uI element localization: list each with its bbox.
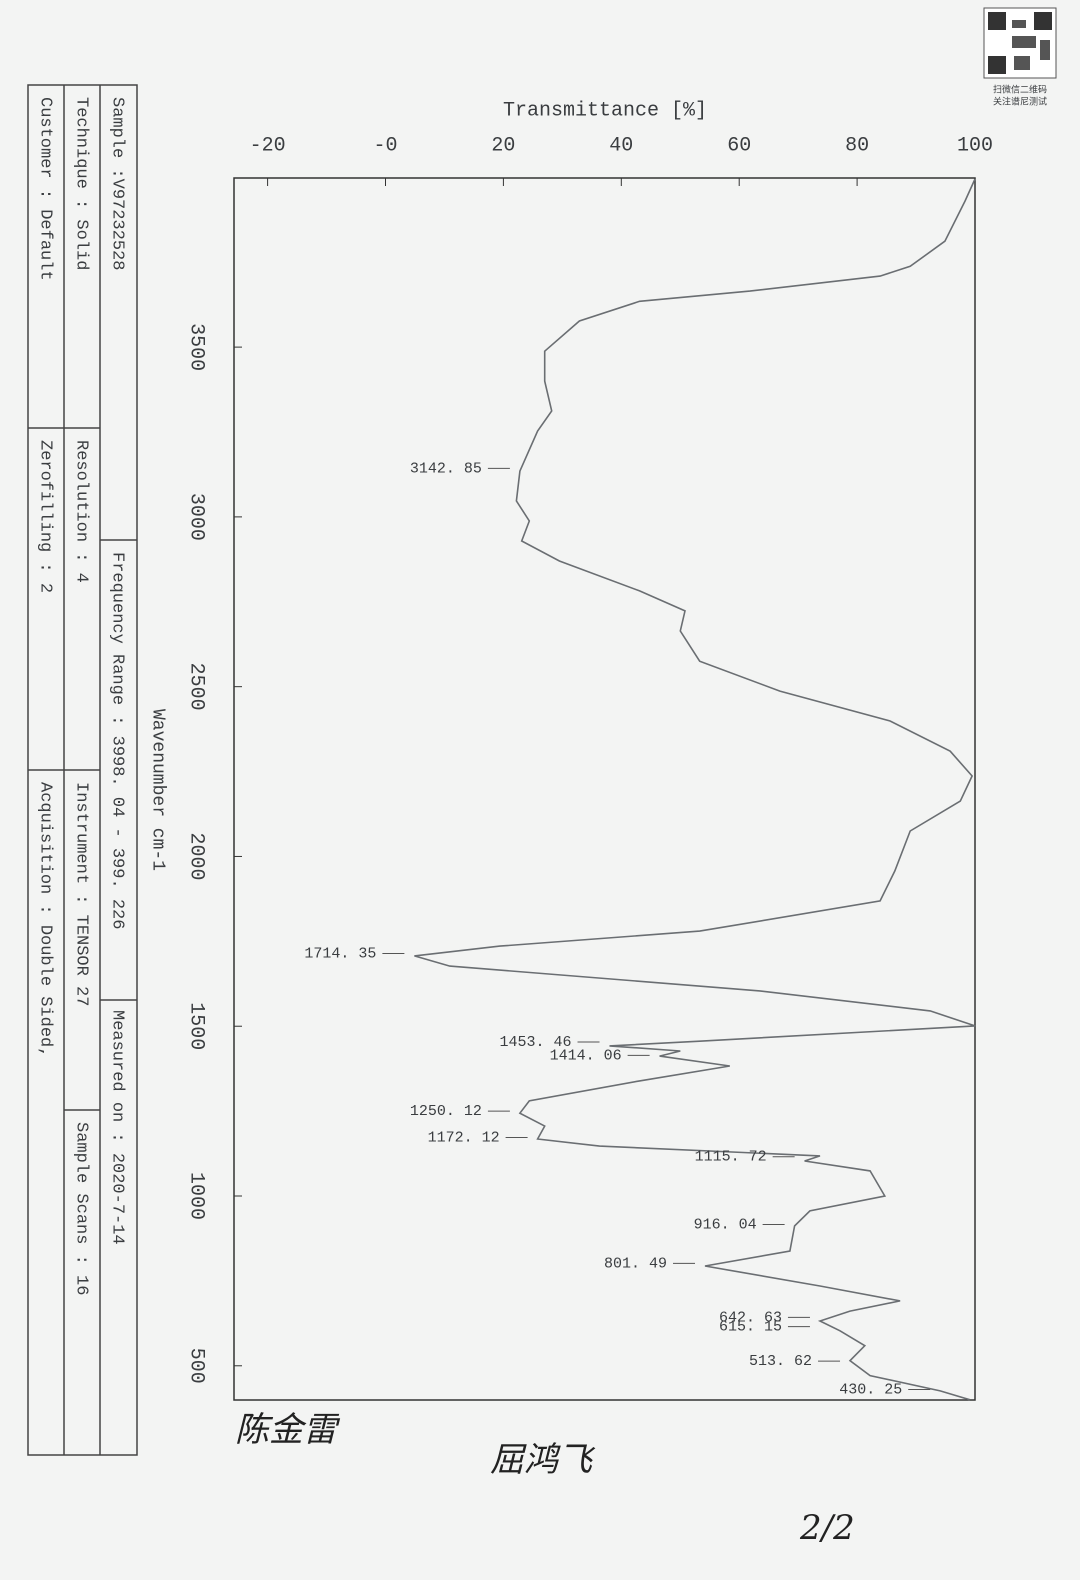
x-tick-label: 500 [185,1348,208,1384]
signature: 屈鸿飞 [490,1440,596,1480]
y-tick-label: 60 [727,134,751,157]
y-tick-label: 80 [845,134,869,157]
peak-label: 3142. 85 [410,460,482,477]
peak-label: 1172. 12 [428,1130,500,1147]
y-tick-label: 20 [491,134,515,157]
info-cell: Technique : Solid [72,97,91,270]
peak-label: 1115. 72 [695,1149,767,1166]
info-cell: Sample Scans : 16 [72,1122,91,1295]
qr-code [983,7,1057,79]
y-tick-label: -0 [373,134,397,157]
peak-label: 430. 25 [839,1381,902,1398]
info-cell: Customer : Default [36,97,55,281]
info-table [27,84,138,1456]
x-axis-title: Wavenumber cm-1 [147,709,167,871]
qr-caption: 扫微信二维码 [993,84,1047,96]
info-cell: Instrument : TENSOR 27 [72,782,91,1006]
spectrum-line [414,178,976,1401]
y-tick-label: 40 [609,134,633,157]
peak-label: 642. 63 [719,1309,782,1326]
y-axis-title: Transmittance [%] [503,99,707,122]
y-tick-label: -20 [250,134,286,157]
plot-frame [233,177,976,1401]
info-cell: Frequency Range : 3998. 04 - 399. 226 [108,552,127,929]
peak-label: 615. 15 [719,1319,782,1336]
y-tick-label: 100 [957,134,993,157]
peak-label: 513. 62 [749,1353,812,1370]
peak-label: 1453. 46 [499,1034,571,1051]
info-cell: Measured on : 2020-7-14 [108,1010,127,1245]
x-tick-label: 2000 [185,832,208,880]
peak-label: 1250. 12 [410,1103,482,1120]
qr-caption: 关注谱尼测试 [993,96,1047,108]
peak-label: 1714. 35 [304,945,376,962]
signature: 陈金雷 [235,1410,341,1450]
x-tick-label: 1000 [185,1172,208,1220]
info-cell: Zerofilling : 2 [36,440,55,593]
peak-label: 916. 04 [694,1216,757,1233]
x-tick-label: 3000 [185,493,208,541]
info-cell: Resolution : 4 [72,440,91,583]
x-tick-label: 2500 [185,663,208,711]
x-tick-label: 3500 [185,323,208,371]
x-tick-label: 1500 [185,1002,208,1050]
page-number: 2/2 [799,1508,855,1548]
info-cell: Acquisition : Double Sided, [36,782,55,1057]
peak-label: 1414. 06 [550,1047,622,1064]
peak-label: 801. 49 [604,1255,667,1272]
info-cell: Sample :V97232528 [108,97,127,270]
